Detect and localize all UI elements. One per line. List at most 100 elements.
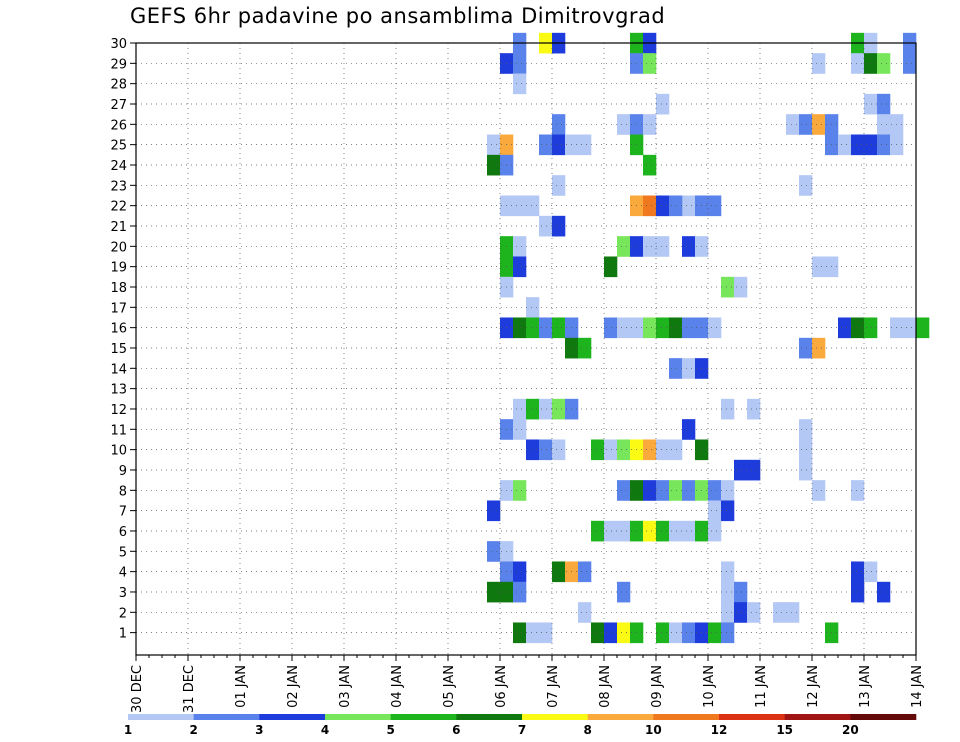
precip-cell (526, 398, 540, 420)
precip-cell (721, 500, 735, 522)
precip-cell (799, 419, 813, 440)
precip-cell (487, 154, 501, 176)
precip-cell (682, 622, 696, 644)
precip-cell (513, 195, 527, 217)
cells-layer (136, 32, 930, 655)
x-tick-label: 03 JAN (338, 665, 353, 708)
precip-cell (656, 520, 670, 542)
precip-cell (838, 317, 852, 339)
precip-cell (617, 480, 631, 501)
precip-cell (643, 195, 657, 217)
precip-cell (812, 256, 826, 278)
colorbar-label: 15 (776, 723, 793, 737)
precip-cell (864, 53, 878, 74)
x-tick-label: 12 JAN (806, 665, 821, 708)
precip-cell (799, 114, 813, 135)
colorbar-segment (784, 714, 851, 720)
colorbar-label: 6 (452, 723, 460, 737)
precip-cell (552, 175, 566, 196)
precip-cell (617, 439, 631, 461)
precip-cell (721, 276, 735, 298)
y-tick-label: 5 (119, 545, 127, 560)
precip-cell (903, 317, 917, 339)
y-tick-label: 6 (119, 525, 127, 540)
colorbar-label: 20 (842, 723, 859, 737)
colorbar-label: 12 (711, 723, 728, 737)
precip-cell (877, 93, 891, 115)
precip-cell (864, 134, 878, 156)
precip-cell (591, 520, 605, 542)
y-tick-label: 11 (110, 423, 127, 438)
colorbar-segment (587, 714, 654, 720)
precip-cell (812, 53, 826, 74)
axes-layer: 1234567891011121314151617181920212223242… (110, 37, 925, 713)
precip-cell (812, 480, 826, 501)
y-tick-label: 7 (119, 505, 127, 520)
y-tick-label: 23 (110, 179, 127, 194)
precip-cell (617, 581, 631, 603)
y-tick-label: 22 (110, 200, 127, 215)
precip-cell (578, 602, 592, 623)
precip-cell (578, 337, 592, 359)
precip-cell (656, 622, 670, 644)
precip-cell (721, 398, 735, 420)
colorbar: 1 2 3 4 5 6 7 8 10 12 15 20 (124, 714, 917, 737)
y-tick-label: 28 (110, 78, 127, 93)
precip-cell (682, 480, 696, 501)
y-tick-label: 12 (110, 403, 127, 418)
x-tick-label: 30 DEC (130, 665, 145, 713)
x-tick-label: 11 JAN (754, 665, 769, 708)
x-tick-label: 31 DEC (182, 665, 197, 713)
colorbar-segment (325, 714, 391, 720)
precip-cell (669, 480, 683, 501)
precip-cell (877, 53, 891, 74)
precip-cell (526, 439, 540, 461)
precip-cell (552, 215, 566, 237)
y-tick-label: 13 (110, 383, 127, 398)
y-tick-label: 27 (110, 98, 127, 113)
precip-cell (773, 602, 787, 623)
precip-cell (539, 622, 553, 644)
colorbar-segment (193, 714, 260, 720)
precip-cell (786, 602, 800, 623)
y-tick-label: 10 (110, 444, 127, 459)
precip-cell (539, 398, 553, 420)
precip-cell (747, 459, 761, 481)
precip-cell (487, 500, 501, 522)
y-tick-label: 3 (119, 586, 127, 601)
precip-cell (552, 134, 566, 156)
precip-cell (721, 602, 735, 623)
precip-cell (864, 561, 878, 583)
colorbar-label: 4 (321, 723, 329, 737)
precip-cell (591, 622, 605, 644)
precip-cell (656, 236, 670, 257)
precip-cell (708, 500, 722, 522)
precip-cell (851, 317, 865, 339)
precip-cell (721, 561, 735, 583)
colorbar-segment (456, 714, 523, 720)
precip-cell (513, 561, 527, 583)
precip-cell (786, 114, 800, 135)
x-tick-label: 09 JAN (650, 665, 665, 708)
precip-cell (877, 114, 891, 135)
precip-cell (578, 134, 592, 156)
colorbar-label: 1 (124, 723, 132, 737)
precip-cell (643, 114, 657, 135)
precip-cell (513, 398, 527, 420)
precip-cell (799, 337, 813, 359)
precip-cell (838, 134, 852, 156)
precip-cell (799, 459, 813, 481)
precip-cell (877, 134, 891, 156)
colorbar-segment (390, 714, 457, 720)
precip-cell (487, 581, 501, 603)
precip-cell (643, 439, 657, 461)
precip-cell (513, 73, 527, 95)
precip-cell (552, 561, 566, 583)
precip-cell (604, 256, 618, 278)
precip-cell (552, 317, 566, 339)
colorbar-segment (522, 714, 588, 720)
precip-cell (864, 93, 878, 115)
precip-cell (734, 581, 748, 603)
chart-title: GEFS 6hr padavine po ansamblima Dimitrov… (130, 4, 666, 28)
